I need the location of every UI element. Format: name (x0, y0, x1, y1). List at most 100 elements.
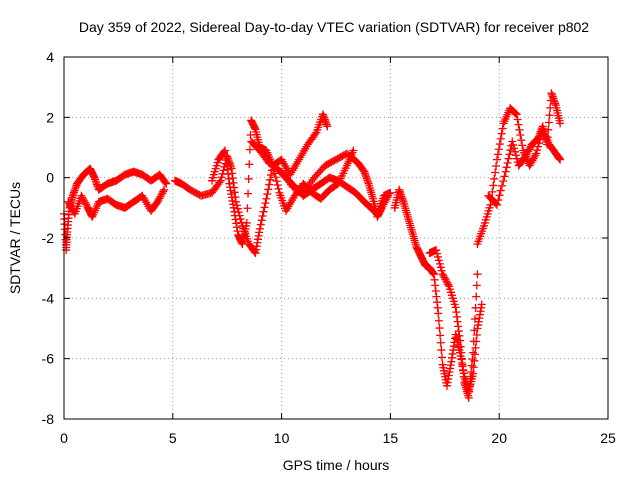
data-point (523, 149, 532, 158)
data-point (525, 161, 534, 170)
series-track-a (60, 164, 171, 255)
data-point (433, 249, 442, 258)
data-point (263, 190, 272, 199)
data-point (215, 178, 224, 187)
data-point (518, 141, 527, 150)
data-point (489, 181, 498, 190)
data-point (158, 189, 167, 198)
data-point (525, 143, 534, 152)
data-point (488, 187, 497, 196)
data-point (258, 212, 267, 221)
data-point (435, 324, 444, 333)
data-point (271, 173, 280, 182)
data-points (60, 89, 565, 402)
data-point (380, 198, 389, 207)
data-point (432, 246, 441, 255)
data-point (65, 199, 74, 208)
data-point (259, 207, 268, 216)
data-point (502, 163, 511, 172)
data-point (511, 109, 520, 118)
data-point (323, 122, 332, 131)
data-point (381, 196, 390, 205)
data-point (522, 150, 531, 159)
x-tick-label: 5 (169, 430, 177, 446)
x-tick-label: 10 (274, 430, 290, 446)
data-point (496, 134, 505, 143)
axis-ticks (63, 56, 609, 420)
data-point (490, 174, 499, 183)
data-point (470, 326, 479, 335)
data-point (515, 125, 524, 134)
data-point (377, 203, 386, 212)
data-point (511, 147, 520, 156)
data-point (443, 278, 452, 287)
data-point (437, 266, 446, 275)
data-point (505, 150, 514, 159)
y-tick-label: -6 (42, 351, 55, 367)
data-point (533, 146, 542, 155)
data-point (438, 270, 447, 279)
data-point (501, 167, 510, 176)
data-point (471, 303, 480, 312)
data-point (543, 133, 552, 142)
data-point (435, 259, 444, 268)
y-tick-label: -4 (42, 290, 55, 306)
data-point (473, 270, 482, 279)
data-point (528, 156, 537, 165)
data-point (534, 142, 543, 151)
series-track-h (425, 246, 482, 402)
data-point (157, 190, 166, 199)
data-point (244, 174, 253, 183)
data-point (437, 346, 446, 355)
data-point (506, 146, 515, 155)
data-point (527, 158, 536, 167)
data-point (244, 189, 253, 198)
data-point (153, 197, 162, 206)
data-point (525, 145, 534, 154)
y-axis-label: SDTVAR / TECUs (7, 182, 23, 294)
data-point (434, 316, 443, 325)
data-point (434, 256, 443, 265)
data-point (438, 353, 447, 362)
data-point (493, 200, 502, 209)
y-tick-label: -2 (42, 230, 55, 246)
data-point (532, 149, 541, 158)
data-point (436, 331, 445, 340)
data-point (496, 186, 505, 195)
data-point (440, 273, 449, 282)
series-track-f (277, 149, 393, 221)
data-point (530, 152, 539, 161)
data-point (510, 144, 519, 153)
data-point (267, 171, 276, 180)
data-point (513, 115, 522, 124)
data-point (470, 315, 479, 324)
y-tick-label: 0 (46, 170, 54, 186)
data-point (256, 220, 265, 229)
data-point (64, 197, 73, 206)
data-point (498, 124, 507, 133)
data-point (516, 131, 525, 140)
data-point (81, 198, 90, 207)
data-point (544, 118, 553, 127)
data-point (436, 263, 445, 272)
y-tick-label: 2 (46, 109, 54, 125)
series-track-i (473, 104, 565, 249)
data-point (243, 204, 252, 213)
data-point (383, 193, 392, 202)
data-point (469, 348, 478, 357)
data-point (260, 203, 269, 212)
data-point (80, 196, 89, 205)
data-point (524, 147, 533, 156)
data-point (155, 194, 164, 203)
data-point (436, 338, 445, 347)
data-point (556, 119, 565, 128)
data-point (472, 281, 481, 290)
grid (64, 57, 608, 419)
data-point (495, 140, 504, 149)
data-point (531, 151, 540, 160)
data-point (503, 159, 512, 168)
data-point (378, 202, 387, 211)
data-point (160, 185, 169, 194)
